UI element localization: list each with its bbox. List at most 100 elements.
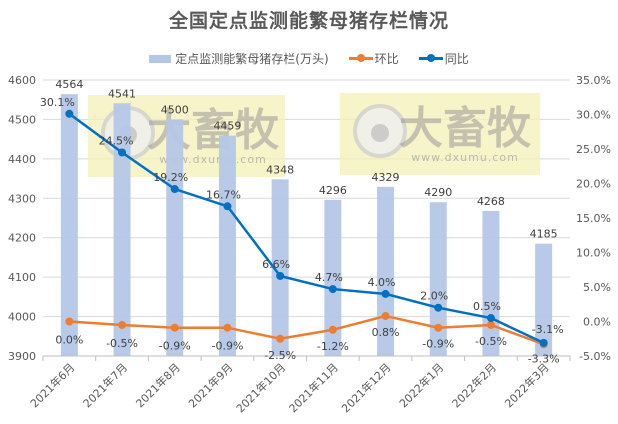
- bar-value-label: 4541: [108, 87, 136, 100]
- bar-value-label: 4268: [477, 195, 505, 208]
- line-marker[interactable]: [223, 323, 232, 332]
- x-axis-category-label: 2021年7月: [80, 360, 130, 410]
- right-axis-tick: 35.0%: [576, 74, 611, 87]
- bar[interactable]: [429, 202, 447, 356]
- line-marker[interactable]: [118, 148, 127, 157]
- bar[interactable]: [60, 94, 78, 357]
- line-marker[interactable]: [223, 202, 232, 211]
- line-value-label: 0.8%: [372, 326, 400, 339]
- watermark-logo-icon: [371, 124, 389, 142]
- legend-item-yoy[interactable]: 同比: [418, 50, 469, 67]
- right-axis-tick: 10.0%: [576, 247, 611, 260]
- line-value-label: -1.2%: [317, 340, 349, 353]
- right-axis-tick: 30.0%: [576, 109, 611, 122]
- line-value-label: -0.9%: [422, 338, 454, 351]
- line-marker[interactable]: [486, 314, 495, 323]
- line-value-label: -0.5%: [106, 337, 138, 350]
- bar[interactable]: [166, 119, 184, 356]
- watermark-url: www.dxumu.com: [411, 151, 519, 164]
- line-value-label: -3.1%: [532, 323, 564, 336]
- left-axis-tick: 4500: [8, 113, 36, 126]
- right-axis-tick: 15.0%: [576, 212, 611, 225]
- x-axis-category-label: 2021年9月: [185, 360, 235, 410]
- bar[interactable]: [113, 103, 131, 357]
- bar-value-label: 4500: [161, 103, 189, 116]
- line-marker[interactable]: [170, 323, 179, 332]
- bar-value-label: 4459: [213, 120, 241, 133]
- bar[interactable]: [218, 135, 236, 356]
- bar-value-label: 4564: [55, 78, 83, 91]
- line-marker[interactable]: [170, 185, 179, 194]
- x-axis-category-label: 2021年11月: [286, 360, 341, 415]
- line-value-label: 2.0%: [420, 290, 448, 303]
- line-marker[interactable]: [328, 325, 337, 334]
- line-marker[interactable]: [276, 334, 285, 343]
- left-axis-tick: 4200: [8, 232, 36, 245]
- line-marker[interactable]: [434, 303, 443, 312]
- left-axis-tick: 4400: [8, 153, 36, 166]
- line-value-label: 4.0%: [368, 276, 396, 289]
- chart-title: 全国定点监测能繁母猪存栏情况: [168, 10, 449, 32]
- line-marker[interactable]: [65, 109, 74, 118]
- line-value-label: -0.5%: [475, 335, 507, 348]
- legend-label-mom: 环比: [374, 52, 399, 66]
- watermark-brand: 大畜牧: [399, 103, 532, 154]
- line-marker[interactable]: [434, 323, 443, 332]
- line-value-label: 0.0%: [55, 334, 83, 347]
- legend-label-stock: 定点监测能繁母猪存栏(万头): [175, 52, 329, 66]
- bar-value-label: 4296: [319, 184, 347, 197]
- bar-value-label: 4290: [424, 186, 452, 199]
- bar[interactable]: [535, 243, 553, 356]
- x-axis-category-label: 2021年8月: [133, 360, 183, 410]
- bar-value-label: 4185: [530, 228, 558, 241]
- x-axis-category-label: 2022年3月: [502, 360, 552, 410]
- line-series-mom[interactable]: [69, 314, 545, 346]
- legend: 定点监测能繁母猪存栏(万头) 环比 同比: [0, 50, 618, 67]
- line-value-label: 24.5%: [99, 134, 134, 147]
- bar-swatch-icon: [149, 54, 172, 63]
- right-axis-tick: 20.0%: [576, 178, 611, 191]
- bar-value-label: 4348: [266, 163, 294, 176]
- right-axis-tick: -5.0%: [579, 350, 611, 363]
- right-axis-tick: 5.0%: [583, 281, 611, 294]
- line-value-label: 4.7%: [315, 271, 343, 284]
- x-axis-category-label: 2022年1月: [396, 360, 446, 410]
- line-marker[interactable]: [381, 289, 390, 298]
- line-marker[interactable]: [276, 271, 285, 280]
- line-value-label: 6.6%: [262, 258, 290, 271]
- line-marker[interactable]: [65, 317, 74, 326]
- line-value-label: 0.5%: [473, 300, 501, 313]
- left-axis-tick: 4300: [8, 192, 36, 205]
- line-value-label: -2.5%: [264, 349, 296, 362]
- x-axis-category-label: 2021年12月: [339, 360, 394, 415]
- left-axis-tick: 4600: [8, 74, 36, 87]
- legend-label-yoy: 同比: [444, 52, 469, 66]
- line-marker[interactable]: [486, 320, 495, 329]
- x-axis-category-label: 2021年6月: [27, 360, 77, 410]
- legend-item-mom[interactable]: 环比: [348, 50, 399, 67]
- line-value-label: 30.1%: [40, 96, 75, 109]
- line-marker-icon: [348, 54, 373, 62]
- left-axis-tick: 4000: [8, 311, 36, 324]
- line-marker-icon: [418, 54, 443, 62]
- x-axis-category-label: 2022年2月: [449, 360, 499, 410]
- bar[interactable]: [271, 179, 289, 356]
- line-value-label: -0.9%: [211, 340, 243, 353]
- legend-item-stock[interactable]: 定点监测能繁母猪存栏(万头): [149, 50, 329, 67]
- line-series-yoy[interactable]: [68, 112, 545, 345]
- line-marker[interactable]: [118, 320, 127, 329]
- right-axis-tick: 25.0%: [576, 143, 611, 156]
- bar-value-label: 4329: [372, 171, 400, 184]
- line-marker[interactable]: [539, 338, 548, 347]
- line-value-label: -3.3%: [528, 352, 560, 365]
- bar[interactable]: [377, 186, 395, 356]
- left-axis-tick: 4100: [8, 271, 36, 284]
- line-marker[interactable]: [328, 285, 337, 294]
- bar[interactable]: [324, 199, 342, 356]
- left-axis-tick: 3900: [8, 350, 36, 363]
- line-value-label: -0.9%: [159, 340, 191, 353]
- line-value-label: 19.2%: [153, 171, 188, 184]
- watermark-url: www.dxumu.com: [159, 153, 267, 166]
- line-marker[interactable]: [381, 311, 390, 320]
